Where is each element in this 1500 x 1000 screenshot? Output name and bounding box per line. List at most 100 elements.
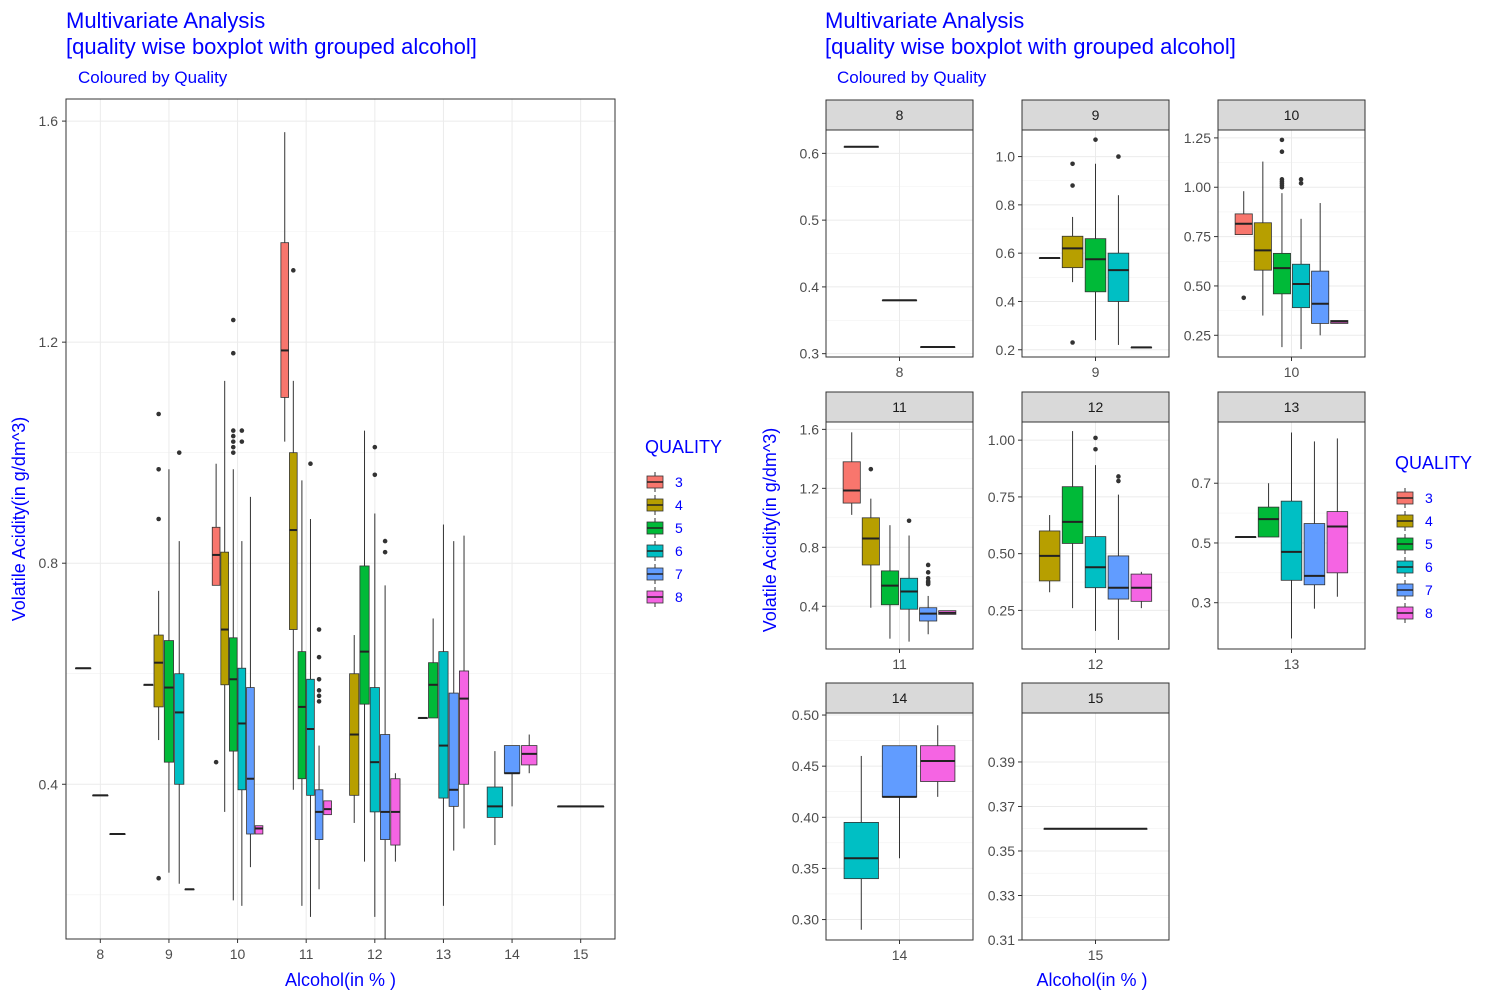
left-group-11-q6-outlier bbox=[308, 461, 313, 467]
left-legend-label-6: 6 bbox=[675, 543, 683, 559]
facet-x-tick-label-12: 12 bbox=[1088, 656, 1104, 672]
facet-strip-9 bbox=[1021, 99, 1170, 131]
facet-x-tick-label-15: 15 bbox=[1088, 947, 1104, 963]
facet-x-tick-label-13: 13 bbox=[1284, 656, 1300, 672]
left-y-axis-title: Volatile Acidity(in g/dm^3) bbox=[9, 417, 29, 622]
facet-12-q7-outlier bbox=[1116, 478, 1121, 484]
facet-11-q7-outlier bbox=[925, 562, 931, 568]
facet-10-q5-outlier bbox=[1279, 137, 1285, 143]
facet-x-tick-label-8: 8 bbox=[896, 364, 904, 380]
facet-9-q4-outlier bbox=[1070, 161, 1075, 167]
left-legend-title: QUALITY bbox=[645, 437, 722, 457]
facet-y-tick-label: 1.00 bbox=[988, 432, 1015, 448]
facet-y-tick-label: 0.50 bbox=[1184, 278, 1211, 294]
facet-x-tick-label-11: 11 bbox=[892, 656, 907, 672]
left-group-11-q6-box bbox=[306, 678, 315, 796]
left-chart-title-line1: Multivariate Analysis bbox=[66, 8, 266, 33]
facet-y-tick-label: 1.0 bbox=[996, 149, 1016, 165]
facet-11-q7-outlier bbox=[925, 581, 931, 587]
facet-y-tick-label: 1.2 bbox=[800, 480, 820, 496]
facet-y-tick-label: 0.30 bbox=[792, 912, 819, 928]
right-legend-label-7: 7 bbox=[1425, 582, 1433, 598]
facet-11-q6-box bbox=[900, 577, 919, 610]
right-legend-label-5: 5 bbox=[1425, 536, 1433, 552]
right-legend-label-8: 8 bbox=[1425, 605, 1433, 621]
facet-12-q6-box bbox=[1084, 536, 1107, 589]
left-group-12-q6-box bbox=[369, 687, 380, 813]
facet-y-tick-label: 0.5 bbox=[800, 212, 820, 228]
facet-9-q6-outlier bbox=[1116, 154, 1121, 159]
facet-y-tick-label: 0.4 bbox=[800, 279, 820, 295]
facet-strip-label-14: 14 bbox=[892, 690, 908, 706]
left-chart-subtitle: Coloured by Quality bbox=[78, 68, 228, 87]
facet-strip-label-13: 13 bbox=[1284, 399, 1300, 415]
left-group-12-q7-box bbox=[380, 734, 391, 840]
left-group-12-q5-box bbox=[359, 565, 370, 705]
left-group-10-q7-box bbox=[246, 687, 255, 835]
left-legend-label-8: 8 bbox=[675, 589, 683, 605]
left-group-11-q4-box bbox=[289, 452, 298, 630]
facet-y-tick-label: 1.00 bbox=[1184, 179, 1211, 195]
facet-strip-label-8: 8 bbox=[896, 107, 904, 123]
left-group-11-q3-box bbox=[280, 242, 290, 398]
facet-14-q6-box bbox=[843, 822, 879, 880]
facet-strip-10 bbox=[1217, 99, 1366, 131]
left-y-tick-label: 1.2 bbox=[39, 334, 59, 350]
left-group-10-q5-outlier bbox=[230, 428, 236, 433]
facet-y-tick-label: 0.75 bbox=[988, 489, 1015, 505]
left-group-10-q6-box bbox=[237, 667, 247, 791]
facet-10-q5-box bbox=[1272, 252, 1291, 295]
left-group-11-q5-box bbox=[297, 651, 307, 780]
left-group-11-q8-box bbox=[323, 800, 332, 816]
left-group-11-q7-outlier bbox=[316, 654, 322, 660]
left-group-12-q6-outlier bbox=[372, 472, 378, 478]
left-y-tick-label: 0.4 bbox=[39, 776, 59, 792]
facet-14-q8-box bbox=[920, 745, 956, 782]
facet-11-q6-outlier bbox=[906, 518, 912, 524]
left-group-10-q4-box bbox=[220, 551, 229, 686]
right-y-axis-title: Volatile Acidity(in g/dm^3) bbox=[760, 428, 780, 633]
left-group-9-q4-box bbox=[153, 634, 164, 708]
left-x-axis-title: Alcohol(in % ) bbox=[285, 970, 396, 990]
facet-y-tick-label: 1.6 bbox=[800, 421, 820, 437]
left-group-10-q5-outlier bbox=[230, 433, 236, 439]
left-group-10-q3-box bbox=[211, 526, 221, 586]
left-group-11-q7-outlier bbox=[316, 688, 322, 693]
facet-y-tick-label: 0.6 bbox=[800, 145, 820, 161]
facet-y-tick-label: 0.3 bbox=[800, 346, 820, 362]
facet-panel-9: 9 0.2 0.4 0.6 0.8 1.0 9 bbox=[996, 99, 1170, 380]
left-group-10-q3-outlier bbox=[213, 759, 219, 765]
facet-y-tick-label: 0.50 bbox=[792, 707, 819, 723]
left-y-tick-label: 1.6 bbox=[39, 113, 59, 129]
facet-y-tick-label: 0.75 bbox=[1184, 229, 1211, 245]
left-group-10-q6-outlier bbox=[239, 439, 245, 444]
facet-panel-8: 8 0.3 0.4 0.5 0.6 8 bbox=[800, 99, 974, 380]
facet-panel-13: 13 0.3 0.5 0.7 13 bbox=[1192, 391, 1366, 672]
left-group-12-q7-outlier bbox=[382, 538, 388, 544]
left-group-12-q7-outlier bbox=[382, 549, 388, 555]
facet-14-q7-box bbox=[881, 745, 918, 798]
left-x-tick-label: 14 bbox=[504, 946, 520, 962]
facet-11-q4-outlier bbox=[868, 466, 874, 472]
left-x-tick-label: 13 bbox=[436, 946, 452, 962]
facet-y-tick-label: 0.33 bbox=[988, 887, 1015, 903]
facet-12-q5-box bbox=[1061, 486, 1084, 544]
facet-panel-11: 11 0.4 0.8 1.2 1.6 11 bbox=[800, 391, 974, 672]
left-x-tick-label: 9 bbox=[165, 946, 173, 962]
facet-9-q5-box bbox=[1084, 238, 1107, 293]
left-group-10-q5-outlier bbox=[230, 450, 236, 455]
facet-y-tick-label: 1.25 bbox=[1184, 130, 1211, 146]
right-chart-subtitle: Coloured by Quality bbox=[837, 68, 987, 87]
facet-12-q7-box bbox=[1107, 555, 1130, 600]
right-chart-title-line1: Multivariate Analysis bbox=[825, 8, 1025, 33]
facet-10-q4-box bbox=[1253, 222, 1272, 271]
left-group-14-q8-box bbox=[521, 745, 538, 766]
facet-9-q5-outlier bbox=[1093, 137, 1098, 142]
facet-y-tick-label: 0.35 bbox=[792, 860, 819, 876]
facet-y-tick-label: 0.25 bbox=[988, 602, 1015, 618]
facet-strip-label-15: 15 bbox=[1088, 690, 1104, 706]
left-x-tick-label: 11 bbox=[299, 946, 314, 962]
facet-strip-12 bbox=[1021, 391, 1170, 423]
facet-y-tick-label: 0.3 bbox=[1192, 595, 1212, 611]
